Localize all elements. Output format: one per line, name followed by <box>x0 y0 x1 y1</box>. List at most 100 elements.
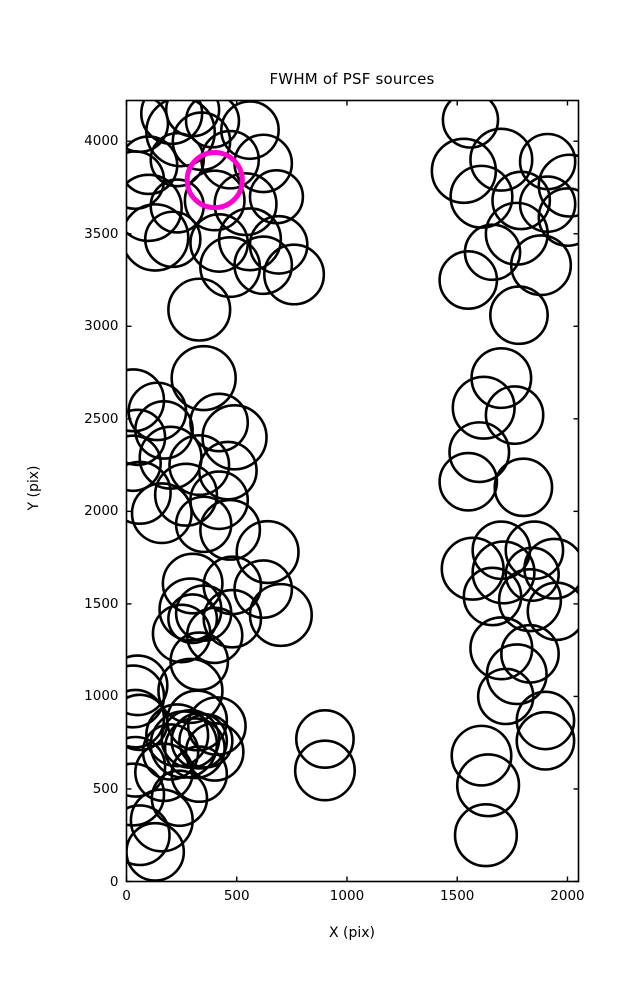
psf-source-circle <box>235 519 300 585</box>
y-tick-label: 2000 <box>84 503 119 520</box>
psf-source-circle <box>126 203 190 272</box>
x-tick-label: 1500 <box>440 887 475 904</box>
psf-source-circle <box>518 132 577 191</box>
psf-source-circle <box>485 643 548 706</box>
psf-source-circle <box>126 460 172 526</box>
psf-source-circle <box>149 710 219 779</box>
y-tick-label: 1500 <box>84 595 119 612</box>
y-tick-label: 0 <box>109 873 119 890</box>
psf-source-circle <box>185 606 244 665</box>
axis-ticks <box>125 100 579 883</box>
psf-source-circle <box>220 100 280 161</box>
psf-source-circle <box>448 421 511 484</box>
psf-source-circle <box>126 135 179 196</box>
psf-source-circle <box>493 457 554 518</box>
psf-source-circle <box>248 582 314 648</box>
y-tick-label: 500 <box>92 780 119 797</box>
psf-source-circle <box>526 581 579 642</box>
psf-source-circle <box>484 385 545 446</box>
psf-source-circle <box>497 568 563 633</box>
psf-source-circle <box>451 375 516 440</box>
psf-source-circle <box>484 201 549 266</box>
psf-source-circle <box>233 235 294 296</box>
psf-source-circle <box>489 285 549 346</box>
psf-source-circle <box>149 131 205 188</box>
psf-source-circle <box>202 588 263 649</box>
x-axis-label: X (pix) <box>328 925 376 941</box>
psf-source-circle <box>126 804 171 867</box>
psf-source-circle <box>157 657 224 725</box>
psf-source-circle <box>170 745 229 804</box>
psf-source-circle <box>163 717 226 780</box>
psf-source-circle <box>491 170 552 231</box>
psf-source-circle <box>161 552 224 615</box>
psf-source-circle <box>143 210 202 269</box>
psf-source-circle <box>126 762 166 827</box>
psf-source-circle <box>153 462 219 527</box>
psf-source-circle <box>168 434 231 497</box>
y-tick-label: 3000 <box>84 318 119 335</box>
psf-source-circle <box>189 392 250 453</box>
highlighted-source-circle <box>184 150 245 211</box>
psf-source-circle <box>469 127 534 192</box>
x-tick-label: 2000 <box>550 887 585 904</box>
psf-source-circle <box>150 769 209 828</box>
psf-source-circle <box>184 721 245 782</box>
y-tick-label: 1000 <box>84 688 119 705</box>
psf-source-circle <box>145 100 216 168</box>
psf-source-circle <box>170 711 229 770</box>
psf-source-circle <box>164 100 221 138</box>
psf-source-circle <box>183 169 246 232</box>
psf-source-circle <box>170 344 237 412</box>
psf-source-circle <box>127 381 188 442</box>
psf-source-circle <box>453 803 519 868</box>
psf-source-circle <box>438 451 499 512</box>
psf-source-circle <box>126 821 186 882</box>
y-tick-label: 4000 <box>84 133 119 150</box>
y-axis-label: Y (pix) <box>26 465 42 511</box>
psf-source-circle <box>471 540 536 605</box>
psf-source-circle <box>430 137 498 205</box>
y-tick-label: 3500 <box>84 225 119 242</box>
psf-source-circle <box>167 593 219 645</box>
y-tick-label: 2500 <box>84 410 119 427</box>
x-tick-label: 1000 <box>329 887 365 904</box>
psf-source-circle <box>130 482 193 545</box>
axes-spines <box>125 99 580 883</box>
psf-source-circle <box>199 235 262 299</box>
psf-source-circle <box>438 250 499 310</box>
psf-source-circle <box>263 243 326 306</box>
psf-source-circle <box>126 150 166 211</box>
x-tick-label: 500 <box>223 887 250 904</box>
psf-source-circle <box>441 100 500 149</box>
psf-source-circle <box>126 173 183 243</box>
data-circles-group <box>126 100 579 882</box>
psf-source-circle <box>126 735 167 798</box>
psf-source-circle <box>129 788 194 853</box>
x-tick-label: 0 <box>122 887 131 904</box>
psf-source-circle <box>200 129 261 190</box>
psf-source-circle <box>145 703 210 768</box>
psf-source-circle <box>178 713 234 769</box>
psf-source-circle <box>476 667 535 726</box>
psf-source-circle <box>293 739 357 802</box>
psf-source-circle <box>199 498 262 561</box>
psf-source-circle <box>515 710 576 771</box>
psf-source-circle <box>450 724 513 787</box>
page-title: FWHM of PSF sources <box>269 70 435 88</box>
psf-source-circle <box>184 100 241 149</box>
psf-source-circle <box>294 709 355 769</box>
psf-source-circle <box>462 566 523 627</box>
psf-source-circle <box>167 277 232 342</box>
psf-source-circle <box>126 434 162 493</box>
psf-source-circle <box>126 408 167 467</box>
psf-source-circle <box>126 664 166 729</box>
psf-source-circle <box>455 753 521 818</box>
psf-source-circle <box>515 690 576 751</box>
psf-source-circle <box>537 187 579 248</box>
psf-source-circle <box>537 153 579 218</box>
psf-source-circle <box>174 495 233 554</box>
psf-source-circle <box>126 654 169 717</box>
